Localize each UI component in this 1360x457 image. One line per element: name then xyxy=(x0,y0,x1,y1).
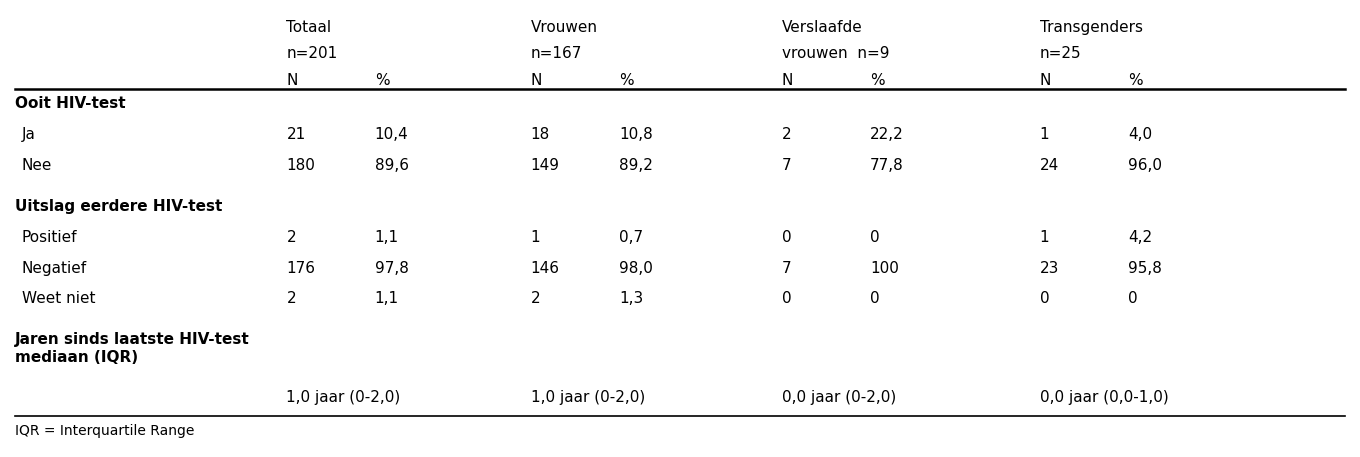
Text: N: N xyxy=(782,73,793,88)
Text: Verslaafde: Verslaafde xyxy=(782,20,862,35)
Text: 1: 1 xyxy=(1039,230,1050,245)
Text: Negatief: Negatief xyxy=(22,261,87,276)
Text: Uitslag eerdere HIV-test: Uitslag eerdere HIV-test xyxy=(15,199,222,214)
Text: n=201: n=201 xyxy=(287,46,337,61)
Text: 4,0: 4,0 xyxy=(1127,127,1152,142)
Text: 98,0: 98,0 xyxy=(619,261,653,276)
Text: 1,1: 1,1 xyxy=(374,230,398,245)
Text: Totaal: Totaal xyxy=(287,20,332,35)
Text: Jaren sinds laatste HIV-test
mediaan (IQR): Jaren sinds laatste HIV-test mediaan (IQ… xyxy=(15,332,250,365)
Text: 77,8: 77,8 xyxy=(870,158,904,173)
Text: N: N xyxy=(287,73,298,88)
Text: 0,7: 0,7 xyxy=(619,230,643,245)
Text: 95,8: 95,8 xyxy=(1127,261,1161,276)
Text: Weet niet: Weet niet xyxy=(22,292,95,307)
Text: N: N xyxy=(530,73,543,88)
Text: 2: 2 xyxy=(530,292,540,307)
Text: 146: 146 xyxy=(530,261,560,276)
Text: 0: 0 xyxy=(870,292,880,307)
Text: 2: 2 xyxy=(782,127,792,142)
Text: 97,8: 97,8 xyxy=(374,261,408,276)
Text: 1: 1 xyxy=(530,230,540,245)
Text: 0: 0 xyxy=(782,230,792,245)
Text: Ja: Ja xyxy=(22,127,35,142)
Text: 23: 23 xyxy=(1039,261,1059,276)
Text: 180: 180 xyxy=(287,158,316,173)
Text: n=167: n=167 xyxy=(530,46,582,61)
Text: 10,8: 10,8 xyxy=(619,127,653,142)
Text: 1: 1 xyxy=(1039,127,1050,142)
Text: 0,0 jaar (0-2,0): 0,0 jaar (0-2,0) xyxy=(782,390,896,405)
Text: 0,0 jaar (0,0-1,0): 0,0 jaar (0,0-1,0) xyxy=(1039,390,1168,405)
Text: 24: 24 xyxy=(1039,158,1059,173)
Text: N: N xyxy=(1039,73,1051,88)
Text: n=25: n=25 xyxy=(1039,46,1081,61)
Text: 10,4: 10,4 xyxy=(374,127,408,142)
Text: 18: 18 xyxy=(530,127,549,142)
Text: %: % xyxy=(619,73,634,88)
Text: Nee: Nee xyxy=(22,158,52,173)
Text: 0: 0 xyxy=(1039,292,1050,307)
Text: vrouwen  n=9: vrouwen n=9 xyxy=(782,46,889,61)
Text: IQR = Interquartile Range: IQR = Interquartile Range xyxy=(15,424,194,438)
Text: 0: 0 xyxy=(1127,292,1137,307)
Text: 1,1: 1,1 xyxy=(374,292,398,307)
Text: 1,0 jaar (0-2,0): 1,0 jaar (0-2,0) xyxy=(530,390,645,405)
Text: Ooit HIV-test: Ooit HIV-test xyxy=(15,96,125,111)
Text: 1,3: 1,3 xyxy=(619,292,643,307)
Text: 0: 0 xyxy=(870,230,880,245)
Text: 7: 7 xyxy=(782,158,792,173)
Text: %: % xyxy=(374,73,389,88)
Text: 21: 21 xyxy=(287,127,306,142)
Text: 22,2: 22,2 xyxy=(870,127,904,142)
Text: 1,0 jaar (0-2,0): 1,0 jaar (0-2,0) xyxy=(287,390,401,405)
Text: 96,0: 96,0 xyxy=(1127,158,1161,173)
Text: Positief: Positief xyxy=(22,230,78,245)
Text: 2: 2 xyxy=(287,292,296,307)
Text: %: % xyxy=(1127,73,1142,88)
Text: 0: 0 xyxy=(782,292,792,307)
Text: 89,6: 89,6 xyxy=(374,158,408,173)
Text: %: % xyxy=(870,73,884,88)
Text: 89,2: 89,2 xyxy=(619,158,653,173)
Text: 149: 149 xyxy=(530,158,560,173)
Text: 176: 176 xyxy=(287,261,316,276)
Text: 100: 100 xyxy=(870,261,899,276)
Text: Vrouwen: Vrouwen xyxy=(530,20,597,35)
Text: 4,2: 4,2 xyxy=(1127,230,1152,245)
Text: 2: 2 xyxy=(287,230,296,245)
Text: Transgenders: Transgenders xyxy=(1039,20,1142,35)
Text: 7: 7 xyxy=(782,261,792,276)
